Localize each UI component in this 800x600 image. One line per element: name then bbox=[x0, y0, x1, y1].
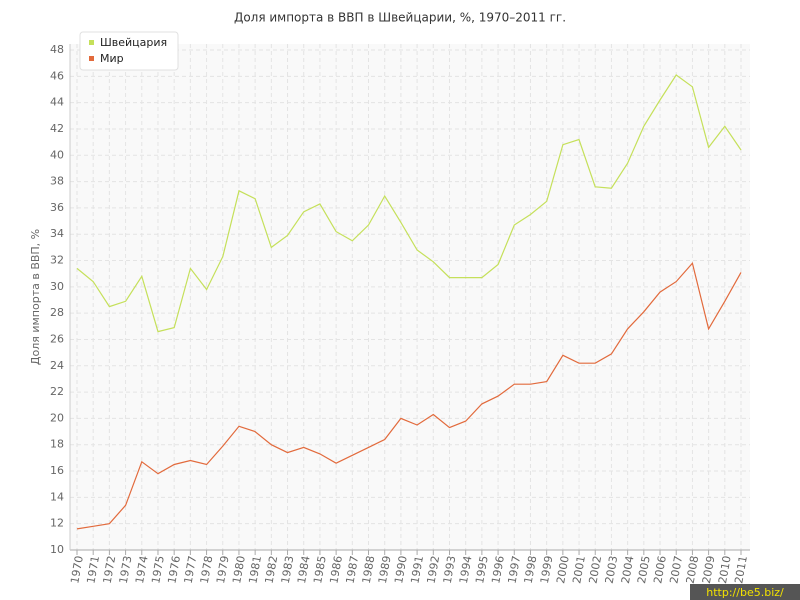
x-tick-label: 1985 bbox=[311, 555, 329, 585]
legend-label: Мир bbox=[100, 52, 124, 65]
y-tick-label: 32 bbox=[50, 254, 64, 267]
x-tick-label: 2006 bbox=[651, 555, 669, 585]
x-tick-label: 1975 bbox=[149, 555, 167, 585]
legend-swatch bbox=[89, 40, 94, 45]
y-tick-label: 24 bbox=[50, 359, 64, 372]
x-tick-label: 2010 bbox=[716, 555, 734, 585]
x-tick-label: 1972 bbox=[101, 555, 119, 585]
legend-swatch bbox=[89, 56, 94, 61]
x-tick-label: 1979 bbox=[214, 555, 232, 585]
y-tick-label: 30 bbox=[50, 280, 64, 293]
x-tick-label: 1991 bbox=[408, 555, 426, 585]
x-tick-label: 2001 bbox=[570, 555, 588, 585]
x-tick-label: 1970 bbox=[68, 555, 86, 585]
y-tick-label: 48 bbox=[50, 43, 64, 56]
x-tick-label: 1992 bbox=[425, 555, 443, 585]
x-tick-label: 2002 bbox=[586, 555, 604, 585]
x-tick-label: 2008 bbox=[684, 555, 702, 585]
x-tick-label: 1984 bbox=[295, 555, 313, 585]
y-tick-label: 28 bbox=[50, 306, 64, 319]
y-tick-label: 46 bbox=[50, 69, 64, 82]
series-line bbox=[76, 261, 742, 530]
x-tick-label: 1995 bbox=[473, 555, 491, 585]
x-tick-label: 2005 bbox=[635, 555, 653, 585]
x-tick-label: 1994 bbox=[457, 555, 475, 585]
x-tick-label: 1971 bbox=[84, 555, 102, 585]
x-tick-label: 1987 bbox=[344, 555, 362, 585]
watermark: http://be5.biz/ bbox=[706, 586, 784, 599]
legend-label: Швейцария bbox=[100, 36, 167, 49]
legend-box bbox=[79, 31, 179, 71]
y-tick-label: 18 bbox=[50, 438, 64, 451]
y-axis-label: Доля импорта в ВВП, % bbox=[29, 229, 42, 365]
x-tick-label: 1990 bbox=[392, 555, 410, 585]
x-tick-label: 1978 bbox=[198, 555, 216, 585]
x-tick-label: 1974 bbox=[133, 555, 151, 585]
y-tick-label: 14 bbox=[50, 490, 64, 503]
x-tick-label: 1999 bbox=[538, 555, 556, 585]
x-tick-label: 2000 bbox=[554, 555, 572, 585]
x-tick-label: 1980 bbox=[230, 555, 248, 585]
y-tick-label: 34 bbox=[50, 227, 64, 240]
x-tick-label: 1977 bbox=[182, 555, 200, 585]
watermark-bg bbox=[690, 584, 800, 600]
chart-title: Доля импорта в ВВП в Швейцарии, %, 1970–… bbox=[234, 11, 566, 25]
y-tick-label: 20 bbox=[50, 411, 64, 424]
x-tick-label: 1989 bbox=[376, 555, 394, 585]
x-tick-label: 1973 bbox=[117, 555, 135, 585]
y-tick-label: 16 bbox=[50, 464, 64, 477]
x-tick-label: 1996 bbox=[489, 555, 507, 585]
x-tick-label: 2004 bbox=[619, 555, 637, 585]
x-tick-label: 1986 bbox=[327, 555, 345, 585]
x-tick-label: 1993 bbox=[441, 555, 459, 585]
y-tick-label: 10 bbox=[50, 543, 64, 556]
x-tick-label: 2011 bbox=[732, 555, 750, 585]
series-line bbox=[76, 74, 742, 333]
x-tick-label: 1983 bbox=[279, 555, 297, 585]
x-tick-label: 1988 bbox=[360, 555, 378, 585]
y-tick-label: 44 bbox=[50, 96, 64, 109]
y-tick-label: 26 bbox=[50, 332, 64, 345]
y-tick-label: 22 bbox=[50, 385, 64, 398]
y-tick-label: 42 bbox=[50, 122, 64, 135]
x-tick-label: 2003 bbox=[603, 555, 621, 585]
x-tick-label: 1976 bbox=[165, 555, 183, 585]
x-tick-label: 1982 bbox=[263, 555, 281, 585]
x-tick-label: 1981 bbox=[246, 555, 264, 585]
x-tick-label: 1997 bbox=[506, 555, 524, 585]
plot-area bbox=[70, 44, 750, 550]
x-tick-label: 2009 bbox=[700, 555, 718, 585]
y-tick-label: 12 bbox=[50, 517, 64, 530]
x-tick-label: 1998 bbox=[522, 555, 540, 585]
y-tick-label: 40 bbox=[50, 148, 64, 161]
y-tick-label: 38 bbox=[50, 175, 64, 188]
y-tick-label: 36 bbox=[50, 201, 64, 214]
x-tick-label: 2007 bbox=[667, 555, 685, 585]
